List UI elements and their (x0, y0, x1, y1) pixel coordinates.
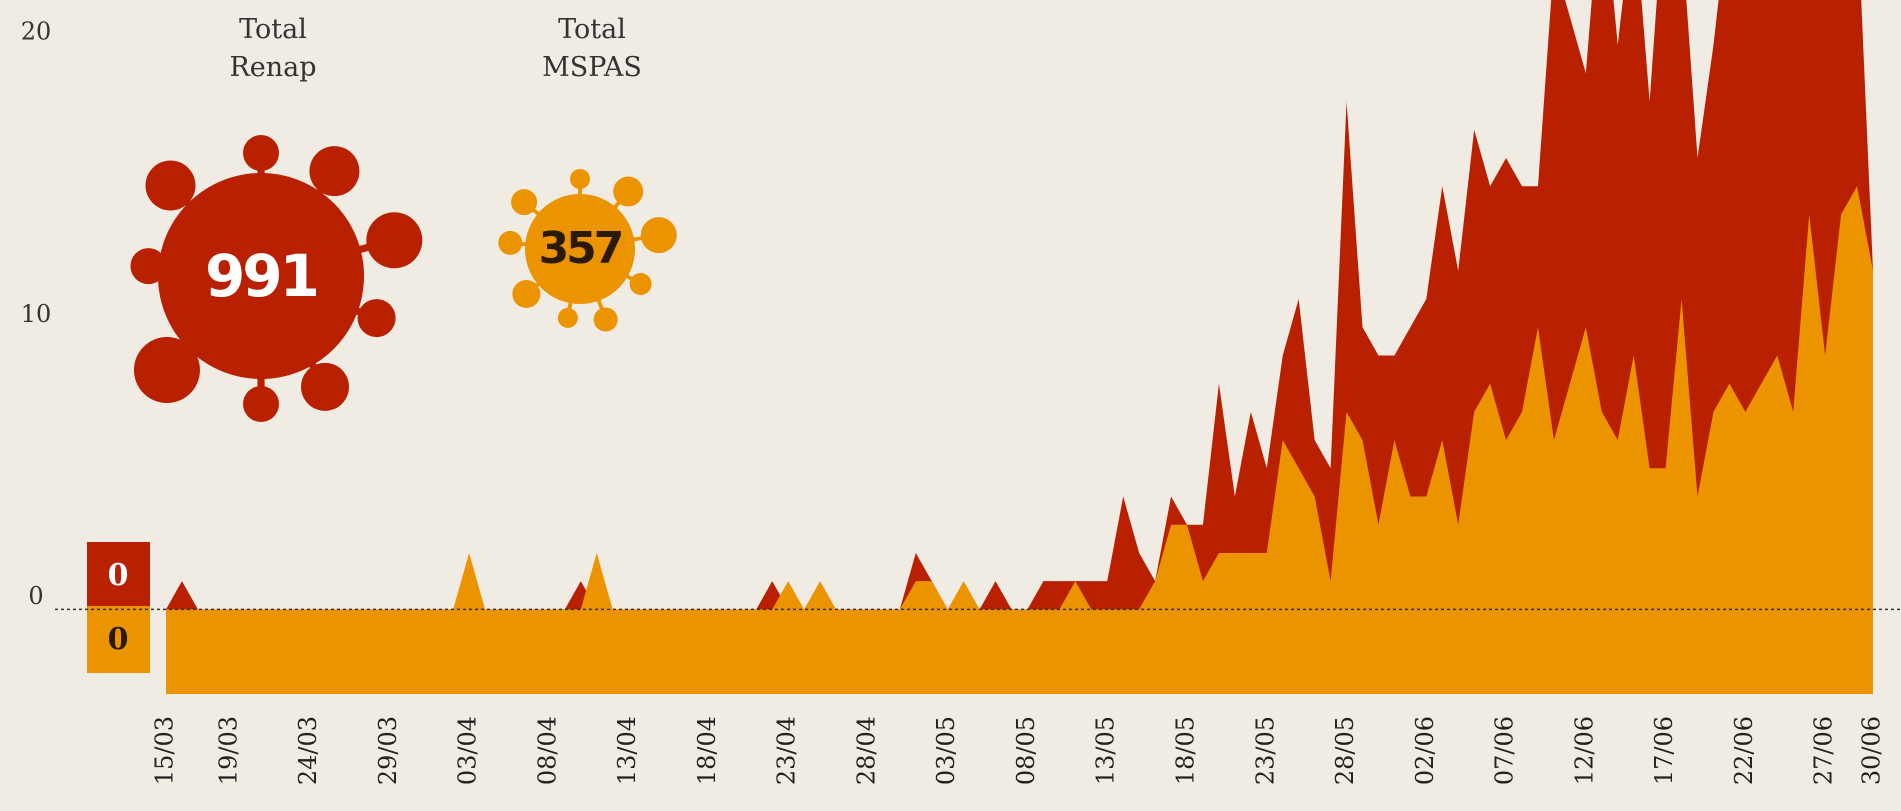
x-tick-label: 29/03 (374, 716, 402, 785)
legend-label: Total Renap (229, 14, 316, 83)
virus-knob (130, 248, 167, 285)
x-tick-label: 07/06 (1491, 716, 1519, 785)
x-tick-label: 17/06 (1650, 716, 1678, 785)
x-tick-label: 15/03 (151, 716, 179, 785)
virus-knob (640, 217, 677, 254)
legend: Total Renap Total MSPAS 991 357 0 0 (87, 14, 677, 673)
current-box (87, 606, 150, 673)
virus-knob (145, 160, 196, 211)
x-tick-label: 02/06 (1411, 716, 1439, 785)
virus-knob (357, 299, 396, 338)
virus-knob (498, 230, 523, 255)
plot-area (166, 0, 1873, 694)
x-tick-label: 18/05 (1172, 716, 1200, 785)
x-tick-label: 28/05 (1331, 716, 1359, 785)
x-tick-label: 03/05 (932, 716, 960, 785)
x-tick-label: 30/06 (1858, 716, 1886, 785)
virus-body (158, 173, 364, 379)
virus-knob (570, 169, 590, 189)
x-tick-label: 27/06 (1810, 716, 1838, 785)
virus-knob (613, 176, 644, 207)
x-tick-label: 24/03 (294, 716, 322, 785)
x-tick-label: 08/05 (1012, 716, 1040, 785)
virus-knob (243, 135, 279, 171)
virus-knob (629, 273, 652, 295)
virus-knob (593, 307, 618, 332)
x-tick-label: 18/04 (693, 716, 721, 785)
current-value: 0 (108, 558, 129, 593)
x-tick-label: 13/04 (613, 716, 641, 785)
virus-knob (301, 362, 349, 411)
legend-label: Total MSPAS (542, 14, 642, 83)
x-tick-label: 28/04 (852, 716, 880, 785)
y-tick-label: 20 (21, 18, 52, 46)
virus-knob (557, 307, 578, 328)
x-tick-label: 23/05 (1251, 716, 1279, 785)
virus-knob (309, 146, 360, 197)
virus-knob (366, 212, 423, 269)
x-tick-label: 23/04 (773, 716, 801, 785)
virus-knob (243, 386, 279, 422)
current-value: 0 (108, 622, 129, 657)
virus-knob (512, 279, 541, 308)
x-tick-label: 22/06 (1730, 716, 1758, 785)
y-tick-label: 0 (28, 582, 43, 610)
virus-knob (511, 189, 538, 216)
total-value: 991 (205, 242, 317, 310)
virus-body (525, 194, 635, 304)
area (166, 186, 1873, 694)
virus-knob (133, 337, 200, 404)
x-tick-label: 03/04 (454, 716, 482, 785)
y-tick-label: 10 (21, 300, 52, 328)
current-box (87, 542, 150, 606)
x-tick-label: 12/06 (1570, 716, 1598, 785)
total-value: 357 (539, 223, 622, 274)
x-tick-label: 13/05 (1092, 716, 1120, 785)
x-tick-label: 19/03 (214, 716, 242, 785)
x-tick-label: 08/04 (533, 716, 561, 785)
